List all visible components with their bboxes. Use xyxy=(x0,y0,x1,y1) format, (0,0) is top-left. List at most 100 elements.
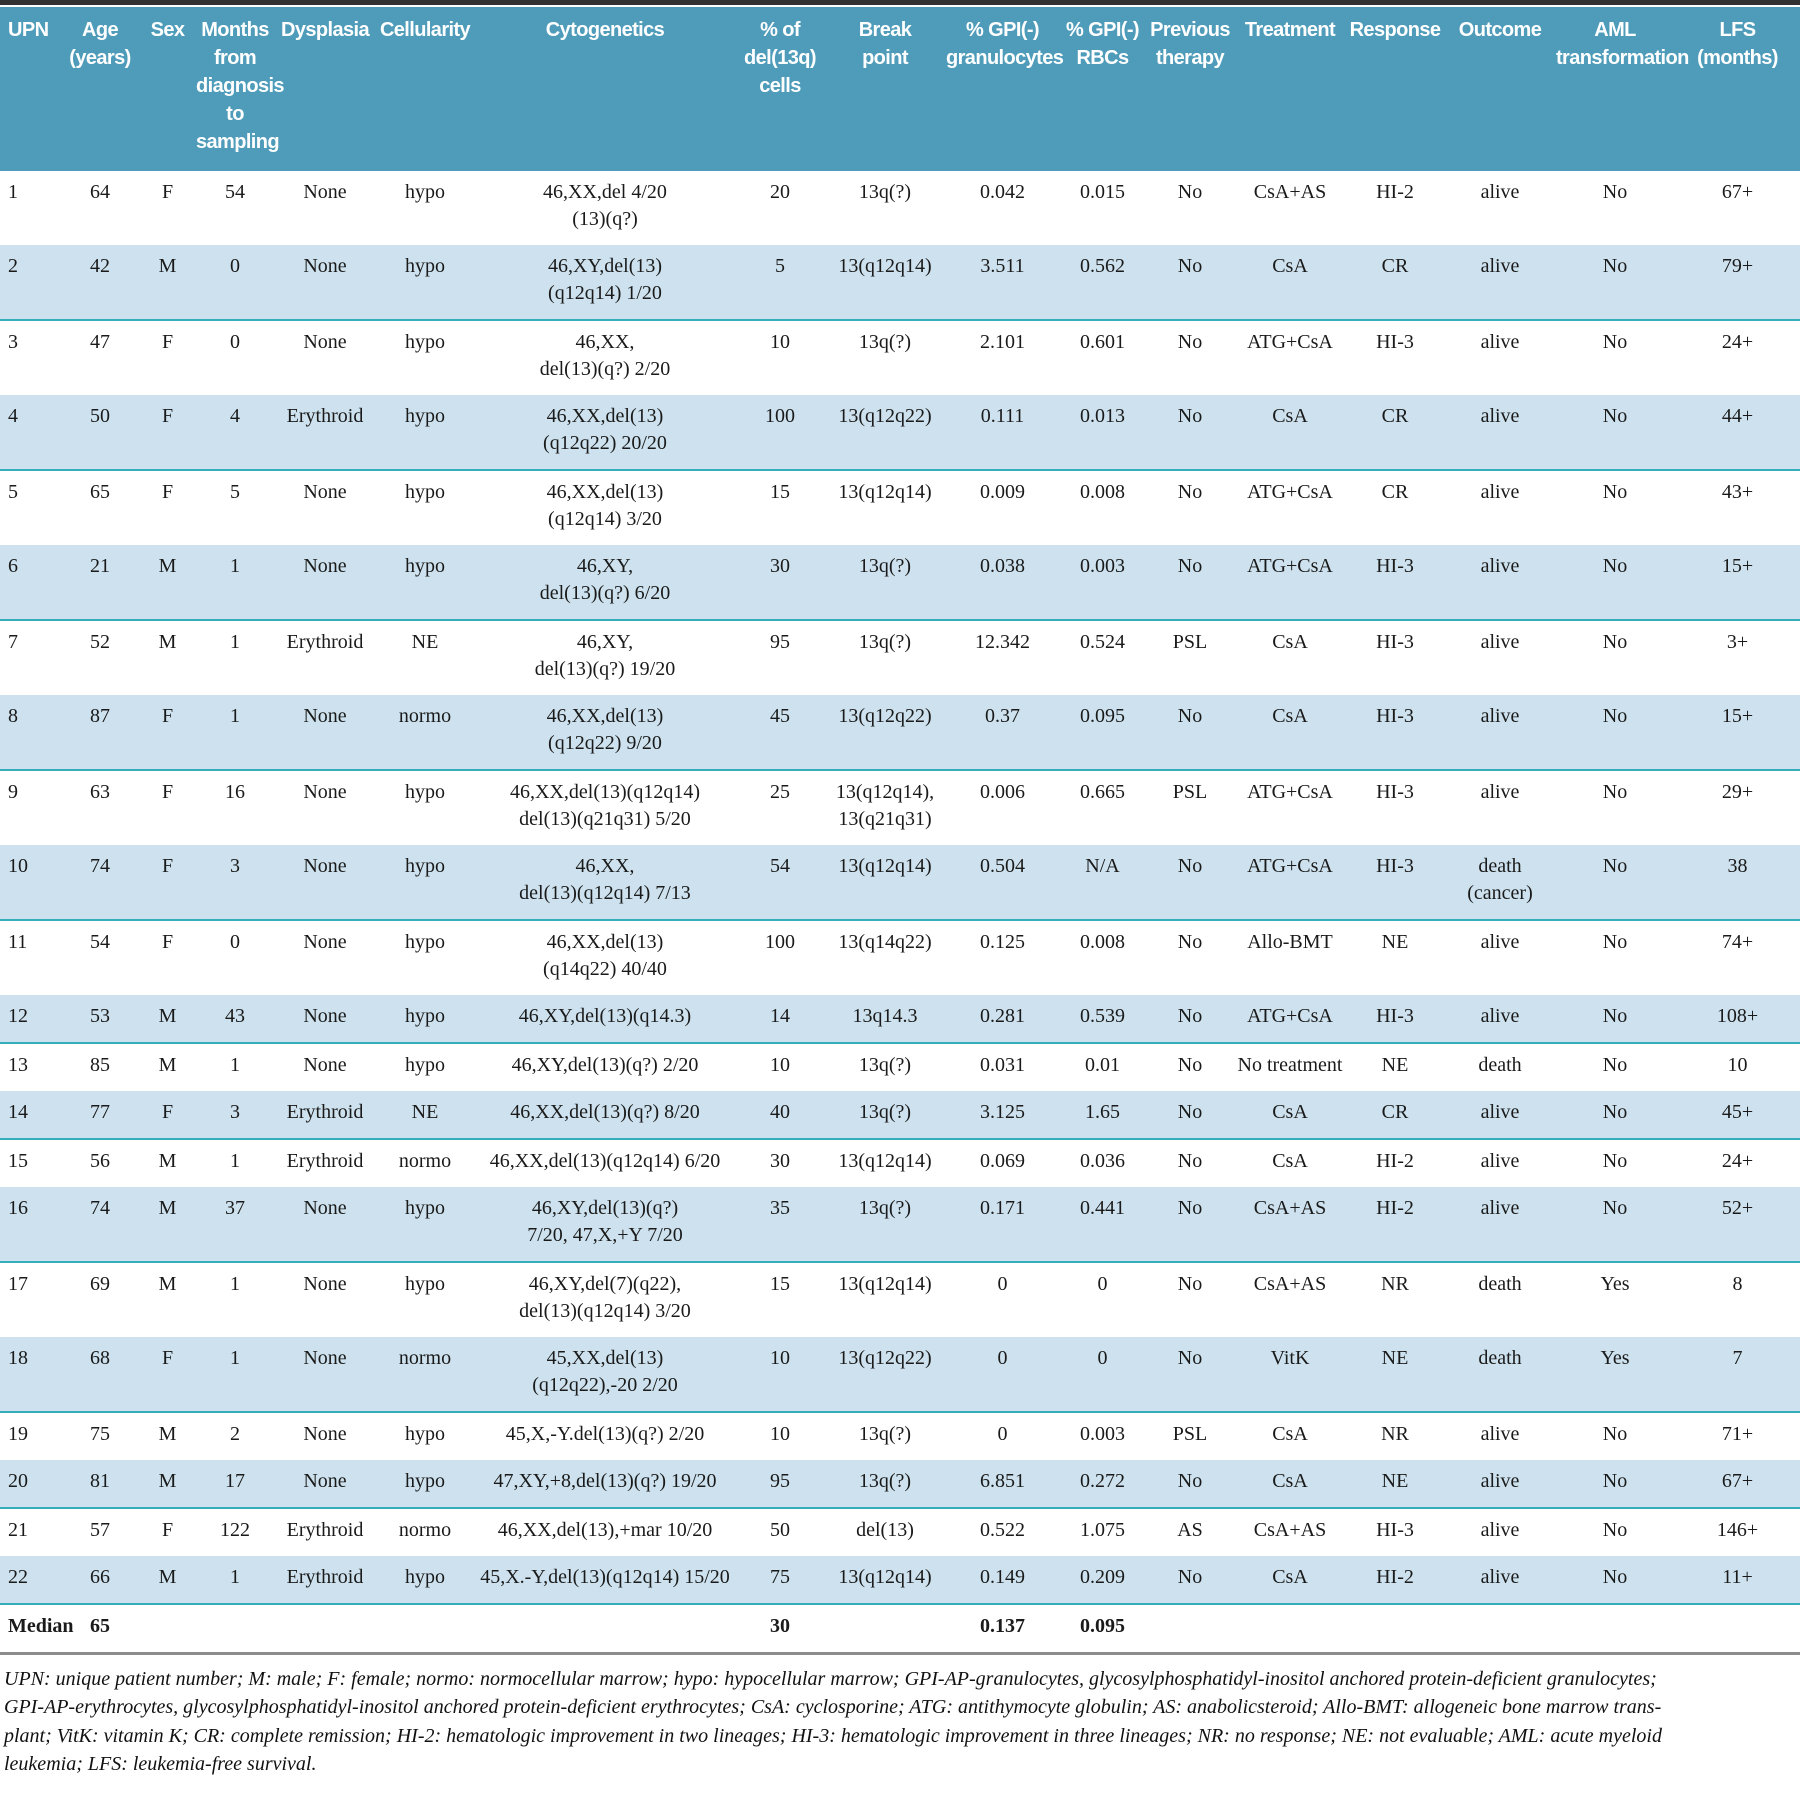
cell-gpi_rbc: 0 xyxy=(1060,1337,1145,1413)
cell-aml: No xyxy=(1555,395,1675,471)
cell-age: 74 xyxy=(60,1187,140,1263)
cell-lfs: 15+ xyxy=(1675,545,1800,621)
cell-prev_therapy: No xyxy=(1145,1556,1235,1605)
cell-aml: No xyxy=(1602,1519,1628,1541)
cell-breakpoint: 13(q12q14) xyxy=(838,481,932,503)
cell-treatment: CsA xyxy=(1272,1150,1308,1172)
cell-treatment: ATG+CsA xyxy=(1247,781,1333,803)
table-row: 15 56 M 1 Erythroid normo 46,XX,del(13)(q12q14… xyxy=(0,1139,1800,1187)
cell-response: CR xyxy=(1381,481,1409,503)
cell-outcome: alive xyxy=(1445,995,1555,1044)
cell-sex: M xyxy=(158,631,177,653)
col-header-upn: UPN xyxy=(0,7,60,171)
cell-outcome: death (cancer) xyxy=(1445,845,1555,921)
cell-breakpoint: 13q(?) xyxy=(825,1091,945,1140)
cell-aml: No xyxy=(1602,1423,1628,1445)
cell-sex: F xyxy=(140,845,195,921)
cell-upn: 9 xyxy=(8,781,18,803)
cell-cytogenetics: 46,XX,del(13) (q12q14) 3/20 xyxy=(546,481,664,530)
cell-response: NE xyxy=(1381,1054,1409,1076)
cell-age: 65 xyxy=(90,481,110,503)
cell-dysplasia xyxy=(275,1604,375,1652)
cell-outcome: alive xyxy=(1445,395,1555,471)
cell-breakpoint: 13(q12q14) xyxy=(825,845,945,921)
cell-outcome: alive xyxy=(1480,181,1520,203)
cell-cellularity: normo xyxy=(398,1150,452,1172)
cell-dysplasia: Erythroid xyxy=(286,1519,364,1541)
cell-cytogenetics: 46,XY,del(13) (q12q14) 1/20 xyxy=(475,245,735,321)
cell-lfs: 71+ xyxy=(1721,1423,1754,1445)
cell-lfs: 15+ xyxy=(1675,695,1800,771)
cell-pct_del13q: 100 xyxy=(765,931,795,953)
cell-aml: No xyxy=(1555,245,1675,321)
table-row: 11 54 F 0 None hypo 46,XX,del(13) (q14q22) 40/… xyxy=(0,920,1800,995)
cell-pct_del13q: 15 xyxy=(770,1273,790,1295)
cell-upn: 1 xyxy=(8,181,18,203)
cell-cellularity: NE xyxy=(375,1091,475,1140)
cell-dysplasia: Erythroid xyxy=(286,631,364,653)
cell-sex: M xyxy=(140,1187,195,1263)
cell-cellularity: normo xyxy=(375,695,475,771)
cell-gpi_rbc: 0.095 xyxy=(1060,695,1145,771)
cell-cytogenetics: 46,XX, del(13)(q12q14) 7/13 xyxy=(475,845,735,921)
cell-pct_del13q: 95 xyxy=(735,1460,825,1509)
median-row: Median 65 30 0.137 0.095 xyxy=(0,1604,1800,1652)
cell-dysplasia: None xyxy=(303,931,347,953)
cell-age: 21 xyxy=(60,545,140,621)
cell-prev_therapy: No xyxy=(1145,1460,1235,1509)
cell-prev_therapy: No xyxy=(1145,1091,1235,1140)
col-header-breakpoint: Break point xyxy=(825,7,945,171)
col-header-gpi_gran: % GPI(-) granulocytes xyxy=(945,7,1064,171)
cell-pct_del13q: 95 xyxy=(770,631,790,653)
cell-aml: No xyxy=(1555,995,1675,1044)
cell-pct_del13q: 54 xyxy=(735,845,825,921)
cell-months: 2 xyxy=(230,1423,240,1445)
cell-age: 53 xyxy=(60,995,140,1044)
cell-age: 74 xyxy=(60,845,140,921)
cell-breakpoint: 13q14.3 xyxy=(825,995,945,1044)
cell-age: 54 xyxy=(90,931,110,953)
cell-sex: M xyxy=(158,1054,177,1076)
patients-table: UPN Age (years) Sex Months from diagnosis t… xyxy=(0,7,1800,1652)
cell-response: HI-3 xyxy=(1345,845,1445,921)
cell-months: 5 xyxy=(230,481,240,503)
cell-pct_del13q: 30 xyxy=(735,1604,825,1652)
cell-gpi_gran: 0.031 xyxy=(980,1054,1025,1076)
cell-treatment: CsA+AS xyxy=(1253,1519,1327,1541)
cell-months: 3 xyxy=(195,1091,275,1140)
cell-upn: 12 xyxy=(0,995,60,1044)
cell-aml: No xyxy=(1555,1460,1675,1509)
cell-aml xyxy=(1555,1604,1675,1652)
cell-aml: Yes xyxy=(1600,1273,1630,1295)
col-header-aml: AML transformation xyxy=(1555,7,1689,171)
cell-cytogenetics: 46,XY,del(13)(q?) 7/20, 47,X,+Y 7/20 xyxy=(475,1187,735,1263)
cell-prev_therapy: PSL xyxy=(1172,781,1208,803)
cell-cytogenetics: 46,XY,del(13)(q?) 2/20 xyxy=(511,1054,699,1076)
cell-months: 1 xyxy=(230,1273,240,1295)
cell-prev_therapy xyxy=(1145,1604,1235,1652)
cell-breakpoint: 13(q12q14) xyxy=(838,1150,932,1172)
cell-response xyxy=(1345,1604,1445,1652)
cell-gpi_gran: 0.111 xyxy=(945,395,1060,471)
cell-upn: 7 xyxy=(8,631,18,653)
cell-gpi_rbc: 1.075 xyxy=(1080,1519,1125,1541)
table-row: 3 47 F 0 None hypo 46,XX, del(13)(q?) 2/20 10 13… xyxy=(0,320,1800,395)
table-row: 16 74 M 37 None hypo 46,XY,del(13)(q?) 7/20, 4… xyxy=(0,1187,1800,1263)
cell-upn: 20 xyxy=(0,1460,60,1509)
cell-months: 16 xyxy=(225,781,245,803)
col-header-age: Age (years) xyxy=(60,7,140,171)
cell-prev_therapy: No xyxy=(1145,695,1235,771)
cell-age: 68 xyxy=(60,1337,140,1413)
cell-cytogenetics: 46,XX,del(13)(q?) 8/20 xyxy=(475,1091,735,1140)
cell-prev_therapy: No xyxy=(1177,1150,1203,1172)
cell-sex: F xyxy=(140,1091,195,1140)
cell-cellularity: hypo xyxy=(405,1054,445,1076)
cell-age: 65 xyxy=(60,1604,140,1652)
cell-upn: 18 xyxy=(0,1337,60,1413)
cell-dysplasia: None xyxy=(303,1273,347,1295)
cell-dysplasia: None xyxy=(303,1054,347,1076)
cell-upn: 19 xyxy=(8,1423,28,1445)
cell-cellularity: hypo xyxy=(375,995,475,1044)
cell-lfs: 3+ xyxy=(1726,631,1749,653)
cell-cellularity: hypo xyxy=(375,1187,475,1263)
